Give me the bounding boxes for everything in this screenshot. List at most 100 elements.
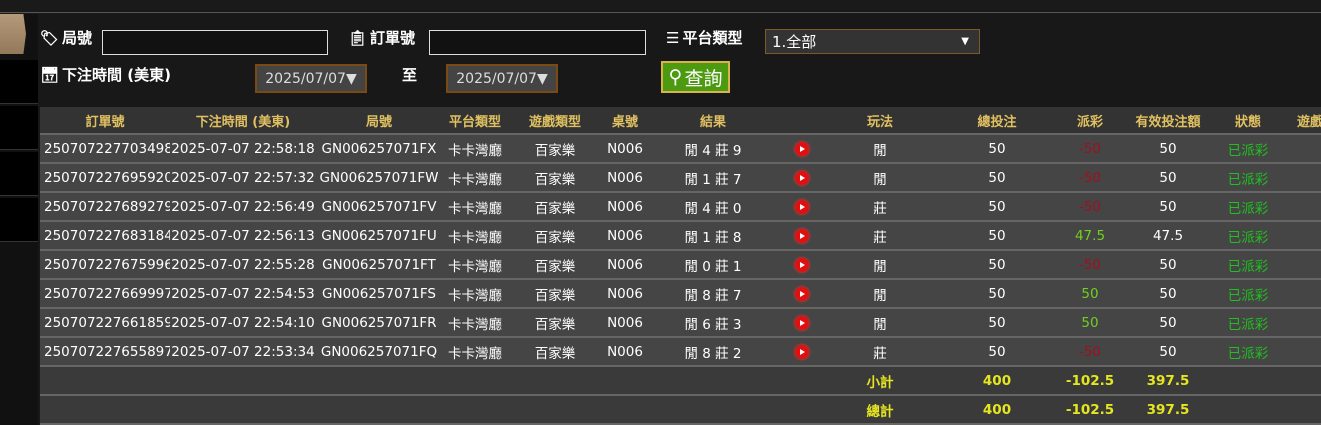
cell: 卡卡灣廳 (442, 279, 508, 309)
cell (1280, 221, 1321, 251)
date-to-picker[interactable]: 2025/07/07▼ (446, 64, 558, 93)
cell: N006 (602, 308, 648, 338)
list-icon: ☰ (666, 28, 680, 47)
cell: 250707227661859 (40, 308, 170, 338)
clipboard-icon: 📋︎ (348, 28, 368, 47)
play-icon[interactable] (795, 315, 809, 330)
sidebar-item[interactable] (0, 198, 38, 242)
table-row[interactable]: 250707227669997 2025-07-07 22:54:53 GN0062… (40, 279, 1321, 309)
sidebar-item[interactable] (0, 152, 38, 196)
cell: 50 (1120, 192, 1216, 222)
cell: 2025-07-07 22:57:32 (170, 163, 316, 193)
total-bet: 400 (934, 395, 1060, 425)
cell (1280, 337, 1321, 367)
cell: 閒 4 莊 9 (648, 134, 778, 164)
cell: GN006257071FT (316, 250, 442, 280)
replay-cell[interactable] (778, 221, 826, 251)
cell: 閒 (826, 308, 934, 338)
replay-cell[interactable] (778, 279, 826, 309)
cell: 已派彩 (1216, 221, 1280, 251)
table-row[interactable]: 250707227695920 2025-07-07 22:57:32 GN0062… (40, 163, 1321, 193)
total-row: 總計 400 -102.5 397.5 (40, 395, 1321, 425)
cell: 百家樂 (508, 279, 602, 309)
cell: 已派彩 (1216, 337, 1280, 367)
replay-cell[interactable] (778, 308, 826, 338)
column-header: 狀態 (1216, 107, 1280, 135)
cell: 250707227669997 (40, 279, 170, 309)
cell (1216, 366, 1321, 396)
play-icon[interactable] (795, 199, 809, 214)
cell: 閒 (826, 279, 934, 309)
cell: 50 (1120, 134, 1216, 164)
subtotal-label: 小計 (826, 366, 934, 396)
table-row[interactable]: 250707227703498 2025-07-07 22:58:18 GN0062… (40, 134, 1321, 164)
play-icon[interactable] (795, 286, 809, 301)
bet-records-table: 訂單號 下注時間 (美東) 局號 平台類型 遊戲類型 桌號 結果 玩法 總投注 派彩 有效投注額 狀態… (40, 107, 1321, 425)
cell: 50 (934, 163, 1060, 193)
cell: 閒 4 莊 0 (648, 192, 778, 222)
replay-cell[interactable] (778, 163, 826, 193)
cell: 50 (934, 337, 1060, 367)
table-row[interactable]: 250707227683184 2025-07-07 22:56:13 GN0062… (40, 221, 1321, 251)
top-bar (0, 0, 1321, 13)
cell: 百家樂 (508, 134, 602, 164)
table-row[interactable]: 250707227661859 2025-07-07 22:54:10 GN0062… (40, 308, 1321, 338)
chevron-down-icon: ▼ (961, 36, 969, 47)
calendar-icon: 📅︎ (40, 65, 60, 84)
table-row[interactable]: 250707227689279 2025-07-07 22:56:49 GN0062… (40, 192, 1321, 222)
column-header: 平台類型 (442, 107, 508, 135)
cell: GN006257071FU (316, 221, 442, 251)
time-label: 📅︎ 下注時間 (美東) (40, 65, 171, 85)
cell: -50 (1060, 192, 1120, 222)
cell: 50 (1120, 337, 1216, 367)
date-from-picker[interactable]: 2025/07/07▼ (255, 64, 367, 93)
column-header: 下注時間 (美東) (170, 107, 316, 135)
order-input[interactable] (429, 30, 646, 55)
replay-cell[interactable] (778, 337, 826, 367)
sidebar-active-tab[interactable] (0, 14, 26, 54)
column-header: 桌號 (602, 107, 648, 135)
column-header (778, 107, 826, 135)
cell: 50 (934, 192, 1060, 222)
search-button[interactable]: ⚲ 查詢 (661, 61, 730, 93)
cell: N006 (602, 250, 648, 280)
cell: 閒 1 莊 7 (648, 163, 778, 193)
platform-select[interactable]: 1.全部 ▼ (765, 29, 980, 54)
column-header: 有效投注額 (1120, 107, 1216, 135)
cell: GN006257071FX (316, 134, 442, 164)
cell: N006 (602, 221, 648, 251)
column-header: 派彩 (1060, 107, 1120, 135)
table-row[interactable]: 250707227655897 2025-07-07 22:53:34 GN0062… (40, 337, 1321, 367)
play-icon[interactable] (795, 170, 809, 185)
play-icon[interactable] (795, 141, 809, 156)
cell (1280, 308, 1321, 338)
play-icon[interactable] (795, 228, 809, 243)
cell: 閒 8 莊 7 (648, 279, 778, 309)
cell: 已派彩 (1216, 279, 1280, 309)
cell: 50 (1120, 163, 1216, 193)
play-icon[interactable] (795, 257, 809, 272)
subtotal-row: 小計 400 -102.5 397.5 (40, 366, 1321, 396)
sidebar-item[interactable] (0, 60, 38, 104)
total-payout: -102.5 (1060, 395, 1120, 425)
replay-cell[interactable] (778, 192, 826, 222)
cell: -50 (1060, 337, 1120, 367)
cell: 50 (1060, 308, 1120, 338)
cell (1280, 163, 1321, 193)
cell (1280, 279, 1321, 309)
table-row[interactable]: 250707227675996 2025-07-07 22:55:28 GN0062… (40, 250, 1321, 280)
cell: 250707227689279 (40, 192, 170, 222)
column-header: 局號 (316, 107, 442, 135)
sidebar-item[interactable] (0, 106, 38, 150)
cell: 卡卡灣廳 (442, 221, 508, 251)
replay-cell[interactable] (778, 250, 826, 280)
cell: 50 (934, 279, 1060, 309)
round-input[interactable] (102, 30, 328, 55)
cell: 2025-07-07 22:55:28 (170, 250, 316, 280)
cell: 250707227695920 (40, 163, 170, 193)
play-icon[interactable] (795, 344, 809, 359)
platform-label: ☰ 平台類型 (666, 28, 743, 48)
cell: 閒 6 莊 3 (648, 308, 778, 338)
replay-cell[interactable] (778, 134, 826, 164)
cell: N006 (602, 279, 648, 309)
